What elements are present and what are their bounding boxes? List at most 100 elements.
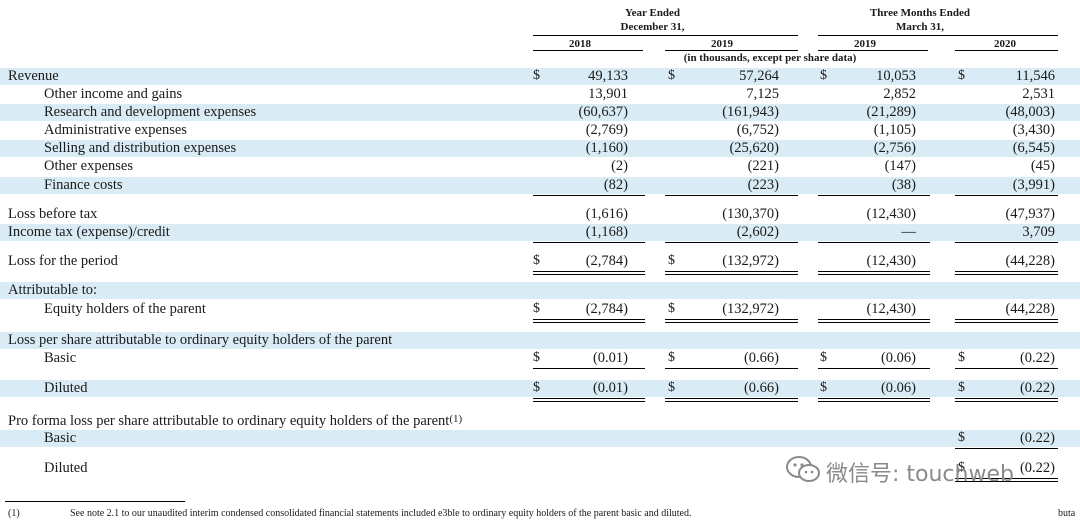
row-label: Administrative expenses [44,122,187,138]
row-band [0,68,1080,85]
column-rule-2019 [665,50,798,51]
cell-value: (132,972) [722,301,779,317]
header-rule-year [533,35,798,36]
cell-value: (44,228) [1005,301,1055,317]
subtotal-rule [665,242,798,243]
cell-value: (2,769) [585,122,628,138]
row-label: Research and development expenses [44,104,257,120]
cell-value: (132,972) [722,253,779,269]
header-three-months: Three Months Ended March 31, [825,6,1015,34]
total-double-rule [955,271,1058,275]
currency-symbol: $ [820,68,827,83]
cell-value: (221) [747,158,779,174]
cell-value: (2,784) [585,301,628,317]
cell-value: 3,709 [1022,224,1055,240]
total-double-rule [533,319,645,323]
subtotal-rule [665,368,798,369]
header-year-ended: Year Ended December 31, [560,6,745,34]
cell-value: (47,937) [1005,206,1055,222]
row-label: Finance costs [44,177,123,193]
column-rule-2019-q1 [818,50,928,51]
cell-value: (1,616) [585,206,628,222]
currency-symbol: $ [668,350,675,365]
cell-value: (2,756) [873,140,916,156]
footnote-marker: (1) [8,508,20,519]
total-double-rule [818,398,930,402]
cell-value: (0.22) [1019,350,1055,366]
row-band [0,282,1080,299]
subtotal-rule [533,195,645,196]
cell-value: (0.06) [880,350,916,366]
cell-value: (60,637) [578,104,628,120]
cell-value: (44,228) [1005,253,1055,269]
row-label: Income tax (expense)/credit [8,224,170,240]
cell-value: (3,430) [1012,122,1055,138]
column-rule-2020-q1 [955,50,1058,51]
currency-symbol: $ [668,253,675,268]
currency-symbol: $ [820,380,827,395]
currency-symbol: $ [533,253,540,268]
cell-value: 2,852 [883,86,916,102]
total-double-rule [665,319,798,323]
cell-value: (0.22) [1019,460,1055,476]
footnote-rule [5,501,185,502]
currency-symbol: $ [533,301,540,316]
footnote-text: See note 2.1 to our unaudited interim co… [70,508,692,519]
header-three-months-date: March 31, [895,21,945,33]
row-label: Loss before tax [8,206,98,222]
total-double-rule [818,271,930,275]
footnote-reference: (1) [449,413,463,425]
cell-value: (0.22) [1019,380,1055,396]
cell-value: 2,531 [1022,86,1055,102]
cell-value: 7,125 [746,86,779,102]
total-double-rule [955,478,1058,482]
row-label: Diluted [44,460,88,476]
row-label: Other income and gains [44,86,183,102]
currency-symbol: $ [668,380,675,395]
subtotal-rule [818,195,930,196]
total-double-rule [665,398,798,402]
wechat-icon [785,455,821,490]
cell-value: (82) [603,177,628,193]
footnote-right-fragment: buta [1058,508,1076,519]
cell-value: — [901,224,917,240]
cell-value: (1,160) [585,140,628,156]
row-band [0,430,1080,447]
header-year-ended-date: December 31, [620,21,685,33]
row-band [0,177,1080,194]
column-header-2019-q1: 2019 [854,38,876,50]
subtotal-rule [955,242,1058,243]
cell-value: 10,053 [876,68,916,84]
cell-value: 11,546 [1015,68,1055,84]
currency-symbol: $ [958,460,965,475]
currency-symbol: $ [958,380,965,395]
cell-value: (6,545) [1012,140,1055,156]
cell-value: (3,991) [1012,177,1055,193]
row-label: Revenue [8,68,59,84]
subtotal-rule [955,368,1058,369]
total-double-rule [533,271,645,275]
currency-symbol: $ [533,68,540,83]
cell-value: (12,430) [866,206,916,222]
cell-value: (0.22) [1019,430,1055,446]
currency-symbol: $ [668,301,675,316]
row-label: Pro forma loss per share attributable to… [8,413,463,429]
cell-value: (6,752) [736,122,779,138]
row-band [0,224,1080,241]
header-year-ended-title: Year Ended [624,7,681,19]
currency-symbol: $ [533,380,540,395]
cell-value: (223) [747,177,779,193]
column-header-2019: 2019 [711,38,733,50]
total-double-rule [818,319,930,323]
row-label: Selling and distribution expenses [44,140,237,156]
cell-value: (2) [611,158,628,174]
cell-value: (0.66) [743,350,779,366]
row-label: Loss per share attributable to ordinary … [8,332,393,348]
subtotal-rule [665,195,798,196]
subtotal-rule [818,368,930,369]
row-label: Basic [44,430,77,446]
total-double-rule [955,319,1058,323]
row-band [0,104,1080,121]
column-header-2018: 2018 [569,38,591,50]
cell-value: (45) [1030,158,1055,174]
